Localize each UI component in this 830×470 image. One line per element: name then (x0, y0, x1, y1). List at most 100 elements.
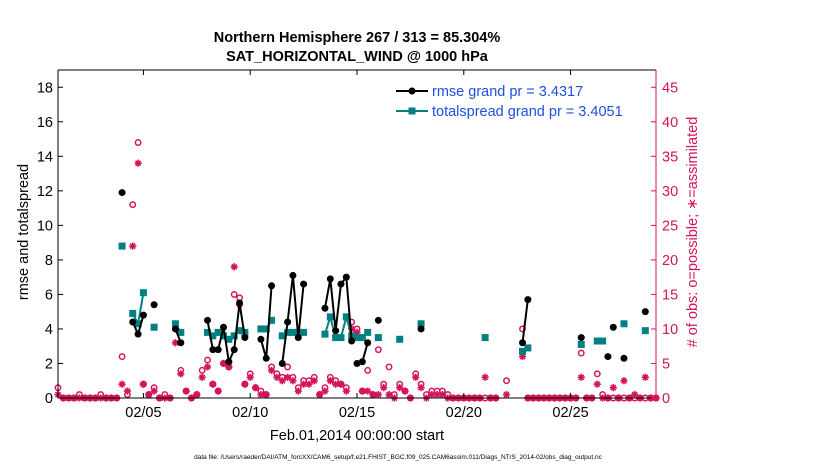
obs-assimilated-marker (177, 370, 185, 378)
totalspread-point (118, 242, 126, 250)
obs-assimilated-marker (641, 373, 649, 381)
totalspread-point (262, 325, 270, 333)
totalspread-point (620, 320, 628, 328)
obs-assimilated-marker (246, 373, 254, 381)
obs-assimilated-marker (374, 390, 382, 399)
obs-assimilated-marker (241, 380, 249, 388)
rmse-point (609, 323, 617, 331)
rmse-point (604, 353, 612, 361)
y-right-tick-label: 5 (662, 356, 670, 372)
rmse-point (139, 311, 147, 319)
totalspread-point (332, 334, 340, 342)
rmse-point (150, 301, 158, 309)
obs-possible-marker (364, 366, 372, 374)
obs-assimilated-marker (631, 390, 639, 399)
totalspread-point (230, 332, 238, 340)
y-axis-right-label: # of obs: o=possible; ∗=assimilated (685, 117, 701, 348)
x-tick-label: 02/15 (339, 405, 375, 421)
totalspread-point (284, 328, 292, 336)
totalspread-point (524, 344, 532, 352)
rmse-point (332, 327, 340, 335)
y-left-tick-label: 12 (37, 184, 53, 200)
y-right-tick-label: 35 (662, 149, 678, 165)
obs-possible-marker (204, 356, 211, 364)
rmse-point (278, 359, 286, 367)
rmse-point (241, 334, 249, 342)
rmse-point (177, 339, 185, 347)
totalspread-point (150, 323, 158, 331)
totalspread-point (337, 334, 345, 342)
totalspread-point (236, 327, 244, 335)
rmse-point (262, 354, 270, 362)
obs-assimilated-marker (145, 390, 153, 399)
rmse-line (323, 274, 353, 342)
obs-possible-marker (198, 366, 206, 374)
y-left-tick-label: 16 (37, 115, 53, 131)
obs-assimilated-marker (577, 373, 585, 381)
rmse-point (204, 316, 211, 324)
obs-possible-marker (129, 201, 137, 209)
x-tick-label: 02/25 (552, 405, 588, 421)
y-right-tick-label: 15 (662, 287, 678, 303)
plot-background (58, 70, 656, 398)
rmse-point (364, 339, 372, 347)
totalspread-point (481, 334, 489, 342)
totalspread-point (289, 328, 297, 336)
totalspread-point (342, 313, 350, 321)
obs-assimilated-marker (203, 363, 212, 371)
rmse-point (524, 296, 532, 304)
rmse-point (289, 271, 297, 279)
obs-assimilated-marker (385, 390, 393, 399)
rmse-point (358, 358, 366, 366)
totalspread-point (577, 340, 585, 348)
rmse-point (171, 325, 179, 333)
axes: 0 2 4 6 8 10 12 14 16 18 0 5 10 15 20 25 30 35 40 45 02/05 02… (37, 69, 678, 421)
y-right-tick-label: 20 (662, 253, 678, 269)
obs-possible-marker (348, 318, 356, 326)
rmse-point (321, 304, 329, 312)
obs-assimilated-marker (214, 387, 222, 395)
plot-area (58, 70, 656, 398)
obs-assimilated-marker (481, 373, 489, 381)
x-axis-label: Feb.01,2014 00:00:00 start (270, 428, 444, 444)
obs-assimilated-marker (316, 390, 324, 399)
totalspread-point (641, 327, 649, 335)
obs-assimilated-marker (278, 377, 286, 385)
totalspread-point (139, 289, 147, 297)
obs-assimilated-marker (289, 377, 297, 385)
obs-assimilated-marker (438, 390, 447, 399)
totalspread-point (177, 328, 185, 336)
obs-possible-marker (118, 353, 126, 361)
obs-assimilated-marker (267, 366, 276, 374)
rmse-point (284, 318, 292, 326)
y-right-tick-label: 40 (662, 115, 678, 131)
obs-assimilated-marker (273, 373, 281, 381)
obs-possible-marker (385, 363, 393, 371)
totalspread-point (396, 335, 404, 343)
rmse-point (134, 330, 142, 338)
x-tick-label: 02/05 (125, 405, 161, 421)
y-right-tick-label: 0 (662, 391, 670, 407)
rmse-point (348, 337, 356, 345)
legend-spread-label: totalspread grand pr = 3.4051 (432, 104, 623, 120)
totalspread-point (599, 337, 607, 345)
totalspread-point (364, 328, 372, 336)
rmse-point (236, 299, 244, 307)
rmse-point (342, 273, 350, 281)
obs-assimilated-marker (139, 380, 148, 388)
obs-assimilated-marker (251, 384, 260, 392)
totalspread-point (268, 316, 276, 324)
totalspread-point (257, 325, 265, 333)
totalspread-point (326, 313, 334, 321)
legend-rmse-marker (408, 87, 416, 95)
chart-title-line2: SAT_HORIZONTAL_WIND @ 1000 hPa (226, 49, 489, 65)
footer-data-file: data file: /Users/raeder/DAI/ATM_forcXX/… (194, 454, 603, 461)
y-left-tick-label: 6 (45, 287, 53, 303)
totalspread-point (134, 320, 142, 328)
rmse-point (326, 275, 334, 283)
obs-assimilated-marker (326, 377, 334, 385)
totalspread-point (278, 332, 286, 340)
obs-assimilated-marker (262, 390, 270, 399)
obs-assimilated-marker (209, 380, 217, 388)
